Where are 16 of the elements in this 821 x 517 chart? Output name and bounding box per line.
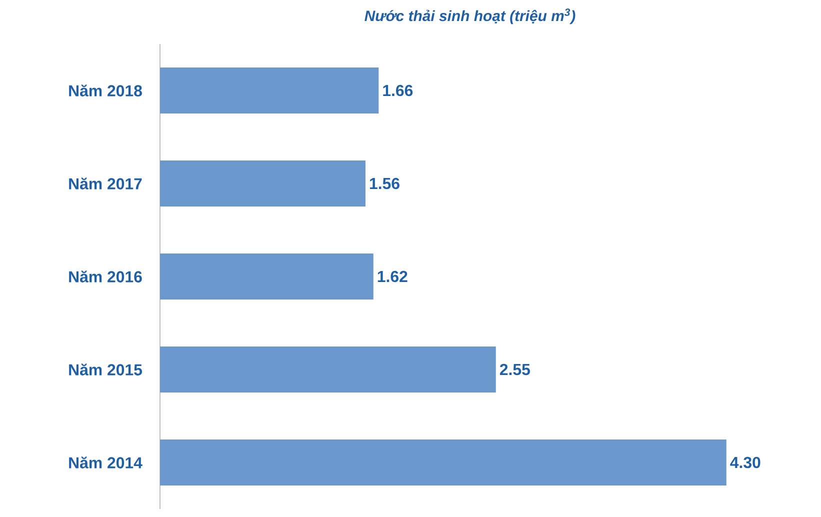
- data-label: 1.62: [378, 270, 408, 282]
- y-tick-label: Năm 2016: [69, 270, 142, 282]
- data-label: 1.66: [383, 84, 413, 96]
- y-tick-label: Năm 2014: [69, 456, 142, 468]
- data-label: 1.56: [370, 178, 400, 190]
- bar: [160, 254, 374, 300]
- bar: [160, 68, 379, 114]
- y-tick-label: Năm 2018: [69, 84, 142, 96]
- bar: [160, 160, 366, 207]
- y-tick-label: Năm 2017: [69, 178, 142, 190]
- bar: [160, 346, 496, 393]
- chart-title: Nước thải sinh hoạt (triệu m$^{3}$): [364, 8, 576, 24]
- y-tick-label: Năm 2015: [69, 364, 142, 376]
- bar: [160, 440, 726, 486]
- data-label: 2.55: [500, 364, 530, 376]
- data-label: 4.30: [730, 456, 760, 468]
